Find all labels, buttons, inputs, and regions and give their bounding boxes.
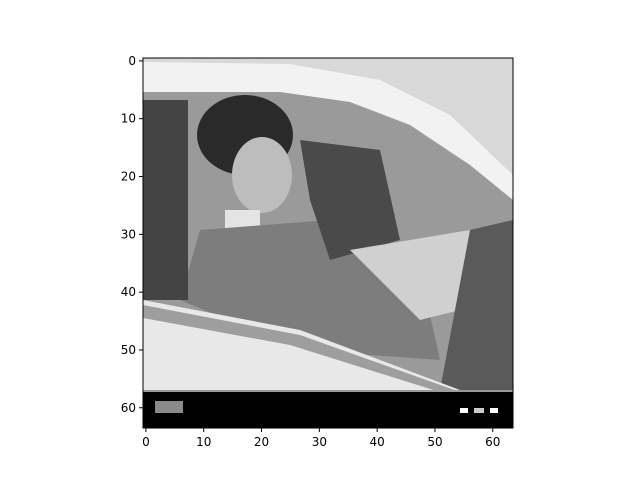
axes-frame — [142, 57, 514, 429]
car-pillar — [440, 220, 513, 390]
band-mark-right-1 — [460, 408, 468, 413]
y-tick-label: 10 — [121, 112, 136, 126]
x-tick-label: 60 — [485, 435, 500, 449]
car-seat — [300, 140, 400, 260]
y-tick-label: 0 — [128, 54, 136, 68]
x-tick-label: 0 — [142, 435, 150, 449]
left-interior — [143, 100, 188, 300]
x-tick-label: 50 — [427, 435, 442, 449]
door-stripe — [143, 305, 460, 392]
y-tick-label: 30 — [121, 227, 136, 241]
x-tick-label: 40 — [370, 435, 385, 449]
x-tick-label: 10 — [196, 435, 211, 449]
band-mark-left — [155, 401, 183, 413]
y-axis: 0 10 20 30 40 50 60 — [121, 54, 143, 415]
car-window-frame — [143, 62, 513, 200]
x-axis: 0 10 20 30 40 50 60 — [142, 428, 500, 449]
x-tick-label: 20 — [254, 435, 269, 449]
x-tick-label: 30 — [312, 435, 327, 449]
y-tick-label: 40 — [121, 285, 136, 299]
band-mark-right-2 — [474, 408, 484, 413]
bottom-black-band — [143, 392, 513, 428]
y-tick-label: 60 — [121, 401, 136, 415]
y-tick-label: 50 — [121, 343, 136, 357]
person-face — [232, 137, 292, 213]
image-plot — [143, 58, 513, 428]
car-roof-region — [143, 58, 513, 200]
band-mark-right-3 — [490, 408, 498, 413]
y-tick-label: 20 — [121, 170, 136, 184]
